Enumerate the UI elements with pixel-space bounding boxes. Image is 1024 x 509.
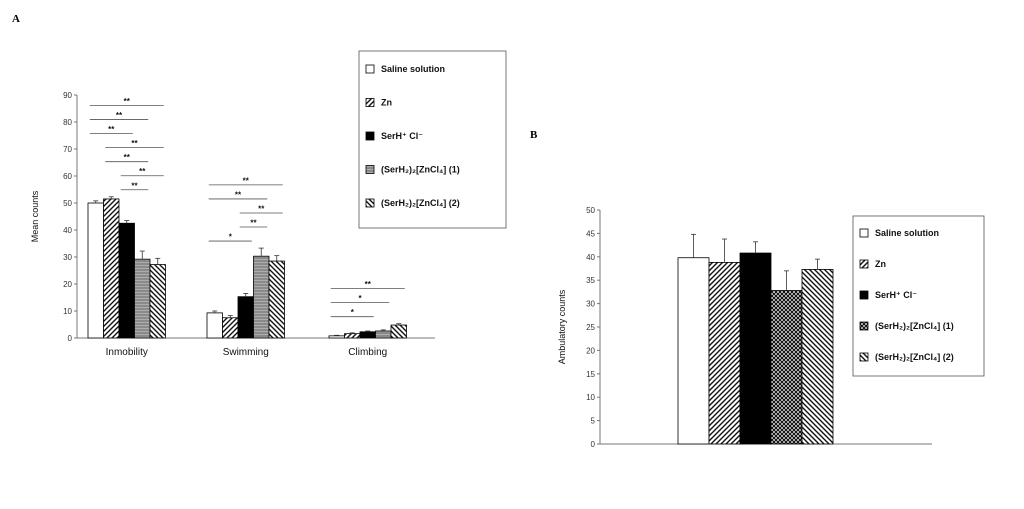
chart-b-legend-label: SerH⁺ Cl⁻ [875,290,917,300]
chart-a-significance-label: ** [131,181,138,190]
chart-b-y-tick-label: 15 [586,370,595,379]
chart-a-y-tick-label: 20 [63,280,72,289]
chart-b: 0 5 10 15 20 25 30 35 40 45 50 Ambulatory counts Sal… [557,206,985,449]
chart-b-y-tick-label: 25 [586,323,595,332]
chart-a-y-tick-label: 0 [68,334,73,343]
chart-b-bar [708,262,741,445]
chart-b-legend-label: (SerH₂)₂[ZnCl₄] (1) [875,321,954,331]
chart-a-bar [253,255,270,339]
chart-a-legend-label: (SerH₂)₂[ZnCl₄] (1) [381,165,460,175]
chart-a-bar [344,333,361,339]
chart-a-y-tick-label: 50 [63,199,72,208]
chart-a-y-tick-label: 10 [63,307,72,316]
chart-a-significance-label: ** [116,111,123,120]
chart-a-y-axis-label: Mean counts [30,190,40,242]
chart-a-significance-label: * [229,233,233,242]
chart-a-bar [87,202,104,339]
chart-b-legend-swatch [859,259,869,269]
chart-a-significance-label: ** [243,176,250,185]
chart-a-significance-label: ** [108,125,115,134]
chart-b-y-tick-label: 35 [586,276,595,285]
chart-a-bar [118,222,135,339]
chart-a-significance-label: * [351,308,355,317]
chart-b-y-tick-label: 50 [586,206,595,215]
panel-b-letter: B [530,129,538,141]
chart-a-significance-label: ** [139,167,146,176]
chart-a-y-tick-label: 40 [63,226,72,235]
chart-a-significance-label: ** [258,204,265,213]
chart-a-legend-swatch [365,98,375,107]
chart-a: 0 10 20 30 40 50 60 70 80 90 Mean counts Inmobility… [30,50,507,358]
chart-a-y-tick-label: 90 [63,91,72,100]
chart-a-bar [328,335,345,339]
chart-b-legend-label: Zn [875,259,886,269]
chart-a-legend-label: Saline solution [381,64,445,74]
chart-a-bar [268,260,285,339]
chart-a-legend-label: Zn [381,98,392,108]
chart-a-significance-label: * [358,294,362,303]
chart-a-significance-label: ** [124,97,131,106]
chart-a-y-tick-label: 60 [63,172,72,181]
chart-b-bar [739,252,772,445]
chart-b-y-tick-label: 10 [586,393,595,402]
chart-a-significance-label: ** [235,190,242,199]
chart-a-y-tick-label: 70 [63,145,72,154]
chart-b-legend-swatch [859,352,869,362]
chart-a-bar [359,331,376,339]
chart-a-significance-label: ** [131,139,138,148]
chart-b-legend-swatch [859,228,869,238]
chart-a-significance-label: ** [124,153,131,162]
chart-b-legend-label: Saline solution [875,228,939,238]
chart-a-legend-swatch [365,131,375,141]
chart-a-category-label: Swimming [223,347,269,358]
chart-b-y-tick-label: 20 [586,346,595,355]
chart-b-y-tick-label: 0 [591,440,596,449]
chart-a-bar [375,330,392,339]
chart-a-legend-swatch [365,165,375,174]
panel-a-letter: A [12,13,20,25]
chart-a-significance-label: ** [250,219,257,228]
chart-a-bar [222,317,239,339]
chart-b-y-tick-label: 40 [586,253,595,262]
chart-a-bar [103,198,120,339]
chart-a-y-tick-label: 30 [63,253,72,262]
chart-b-legend-box [852,215,985,377]
chart-b-bar [801,269,834,445]
chart-a-bar [237,296,254,339]
chart-b-bar [677,257,710,445]
chart-a-bar [149,264,166,339]
chart-a-legend-swatch [365,64,375,74]
chart-b-legend-label: (SerH₂)₂[ZnCl₄] (2) [875,352,954,362]
chart-b-y-axis-label: Ambulatory counts [557,289,567,364]
chart-a-y-tick-label: 80 [63,118,72,127]
chart-a-legend-label: (SerH₂)₂[ZnCl₄] (2) [381,198,460,208]
chart-b-y-tick-label: 45 [586,229,595,238]
chart-a-significance-label: ** [365,280,372,289]
chart-a-bar [134,258,151,339]
chart-a-bar [206,312,223,339]
chart-a-legend-label: SerH⁺ Cl⁻ [381,131,423,141]
chart-b-y-tick-label: 30 [586,300,595,309]
chart-b-y-tick-label: 5 [591,417,596,426]
chart-a-category-label: Climbing [348,347,387,358]
chart-a-legend-swatch [365,198,375,208]
chart-a-bar [390,324,407,339]
chart-a-category-label: Inmobility [106,347,148,358]
chart-b-legend-swatch [859,290,869,300]
chart-b-legend-swatch [859,321,869,331]
chart-a-legend-box [358,50,507,229]
chart-b-bar [770,290,803,445]
